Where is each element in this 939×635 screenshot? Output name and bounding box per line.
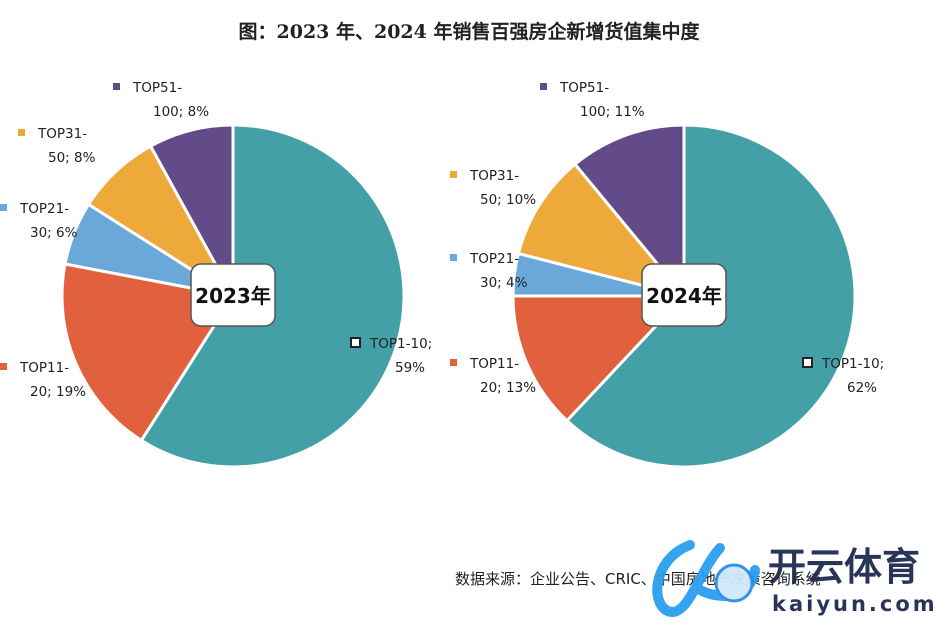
legend-marker (450, 171, 457, 178)
label-line1: TOP21- (469, 251, 519, 267)
label-line2: 100; 8% (153, 104, 209, 120)
label-line2: 30; 6% (30, 225, 78, 241)
pie-slice-top11-20 (511, 294, 688, 423)
chart-title: 图：2023 年、2024 年销售百强房企新增货值集中度 (239, 20, 701, 43)
label-line2: 100; 11% (580, 104, 645, 120)
watermark-text: 开云体育 (768, 545, 920, 589)
soccer-ball-icon (714, 563, 754, 603)
label-line2: 50; 10% (480, 192, 536, 208)
pie-0: 2023年 TOP1-10; 59% TOP11- 20; 19% TOP21- 30; 6… (0, 80, 432, 469)
label-line2: 20; 19% (30, 384, 86, 400)
legend-marker (113, 83, 120, 90)
label-line1: TOP31- (469, 168, 519, 184)
data-label-top31-50: TOP31- 50; 10% (450, 168, 536, 208)
legend-marker (0, 363, 7, 370)
center-label: 2024年 (646, 284, 722, 308)
data-label-top21-30: TOP21- 30; 4% (450, 251, 528, 291)
legend-marker (0, 204, 7, 211)
center-label-box (641, 263, 727, 327)
data-label-top1-10: TOP1-10; 59% (350, 336, 432, 376)
legend-marker (350, 337, 361, 348)
label-line1: TOP31- (37, 126, 87, 142)
label-line2: 20; 13% (480, 380, 536, 396)
center-label-box (190, 263, 276, 327)
label-line2: 62% (847, 380, 877, 396)
pie-slice-top31-50 (516, 162, 689, 299)
watermark-url: kaiyun.com (772, 592, 938, 616)
label-line2: 59% (395, 360, 425, 376)
data-label-top51-100: TOP51- 100; 8% (113, 80, 209, 120)
pie-slice-top51-100 (572, 123, 686, 301)
pie-1: 2024年 TOP1-10; 62% TOP11- 20; 13% TOP21- 30; 4… (450, 80, 884, 469)
label-line1: TOP51- (132, 80, 182, 96)
source-note: 数据来源：企业公告、CRIC、中国房地产决策咨询系统 (455, 570, 821, 588)
data-label-top11-20: TOP11- 20; 13% (450, 356, 536, 396)
label-line1: TOP51- (559, 80, 609, 96)
data-label-top11-20: TOP11- 20; 19% (0, 360, 86, 400)
data-label-top1-10: TOP1-10; 62% (802, 356, 884, 396)
label-line1: TOP1-10; (821, 356, 884, 372)
data-label-top51-100: TOP51- 100; 11% (540, 80, 645, 120)
label-line2: 30; 4% (480, 275, 528, 291)
label-line1: TOP11- (469, 356, 519, 372)
pie-slice-top51-100 (148, 123, 235, 297)
data-label-top31-50: TOP31- 50; 8% (18, 126, 96, 166)
watermark-logo: 开云体育 kaiyun.com (652, 540, 938, 618)
legend-marker (802, 357, 813, 368)
label-line2: 50; 8% (48, 150, 96, 166)
label-line1: TOP21- (19, 201, 69, 217)
label-line1: TOP11- (19, 360, 69, 376)
center-label: 2023年 (195, 284, 271, 308)
legend-marker (450, 254, 457, 261)
label-line1: TOP1-10; (369, 336, 432, 352)
data-label-top21-30: TOP21- 30; 6% (0, 201, 78, 241)
legend-marker (18, 129, 25, 136)
legend-marker (450, 359, 457, 366)
legend-marker (540, 83, 547, 90)
